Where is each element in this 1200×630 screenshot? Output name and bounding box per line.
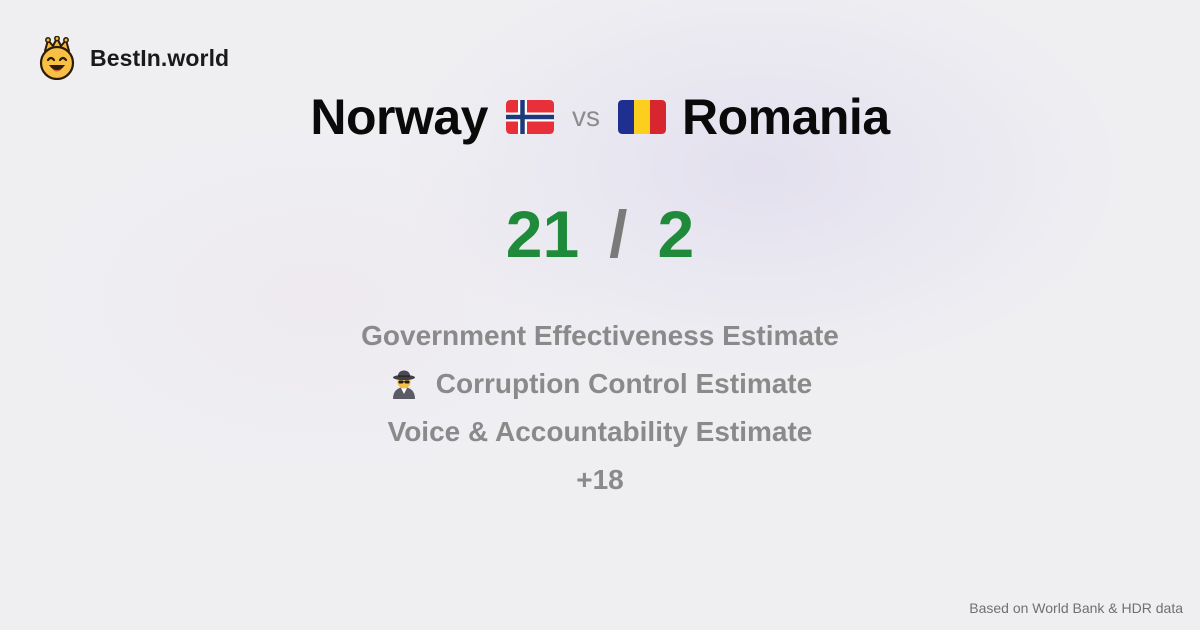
metric-item: Voice & Accountability Estimate	[0, 408, 1200, 456]
metric-label: Government Effectiveness Estimate	[361, 320, 839, 351]
score-separator: /	[609, 197, 628, 271]
score-display: 21 / 2	[0, 196, 1200, 272]
right-country-name[interactable]: Romania	[681, 89, 890, 145]
norway-flag-icon	[505, 100, 554, 134]
brand[interactable]: BestIn.world	[38, 36, 229, 80]
crown-smiley-icon	[38, 36, 76, 80]
metric-label: Corruption Control Estimate	[435, 368, 813, 399]
comparison-title: Norway vs Romania	[0, 84, 1200, 150]
data-source-note: Based on World Bank & HDR data	[969, 600, 1183, 616]
metric-item: Corruption Control Estimate	[0, 360, 1200, 408]
vs-label: vs	[571, 101, 600, 132]
left-score: 21	[505, 197, 580, 271]
right-score: 2	[657, 197, 695, 271]
metric-label: Voice & Accountability Estimate	[387, 416, 813, 447]
more-metrics-count[interactable]: +18	[576, 464, 624, 495]
romania-flag-icon	[617, 100, 666, 134]
brand-name: BestIn.world	[90, 44, 230, 71]
metric-item: Government Effectiveness Estimate	[0, 312, 1200, 360]
detective-icon	[388, 368, 436, 400]
left-country-name[interactable]: Norway	[310, 89, 488, 145]
metrics-list: Government Effectiveness Estimate Corrup…	[0, 312, 1200, 504]
